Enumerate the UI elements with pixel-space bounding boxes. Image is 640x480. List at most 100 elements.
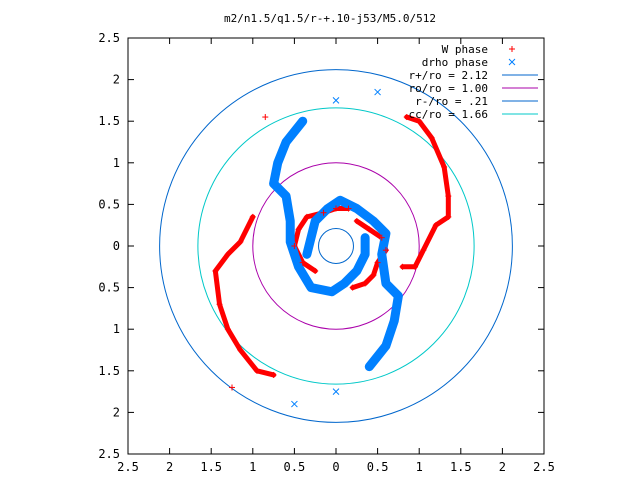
drho-phase-point [370, 217, 377, 225]
w-phase-curve [212, 214, 277, 378]
legend-label: ro/ro = 1.00 [409, 82, 488, 95]
y-tick-label: 2 [113, 405, 120, 419]
w-phase-point [262, 114, 269, 121]
drho-phase-point [311, 217, 319, 225]
radius-circles [159, 69, 513, 423]
y-tick-label: 1.5 [98, 114, 120, 128]
y-tick-label: 2 [113, 73, 120, 87]
radius-circle [252, 162, 420, 330]
w-phase-point [224, 326, 231, 333]
drho-phase-point [374, 88, 381, 96]
w-phase-point [428, 134, 435, 141]
drho-phase-point [282, 192, 290, 200]
drho-phase-point [332, 388, 340, 395]
drho-phase-point [353, 205, 361, 212]
radius-circle [318, 228, 354, 264]
x-tick-label: 0.5 [367, 460, 389, 474]
drho-phase-point [286, 217, 294, 225]
radius-circle [159, 69, 513, 423]
x-tick-label: 0 [332, 460, 339, 474]
w-phase-point [249, 213, 256, 220]
drho-phase-point [365, 363, 373, 370]
y-tick-label: 1 [113, 156, 120, 170]
x-tick-label: 1 [416, 460, 423, 474]
drho-phase-point [328, 288, 336, 296]
drho-phase-curve [302, 195, 403, 372]
y-tick-label: 0.5 [98, 197, 120, 211]
drho-phase-point [270, 180, 277, 187]
legend-label: r-/ro = .21 [415, 95, 488, 108]
w-phase-point [432, 222, 439, 229]
y-tick-label: 0 [113, 239, 120, 253]
drho-phase-point [361, 234, 369, 242]
x-tick-label: 2.5 [533, 460, 555, 474]
phase-points [212, 88, 452, 408]
w-phase-point [270, 371, 277, 378]
axis-ticks: 2.5 2 1.5 1 0.5 0 0.5 1 1.5 2 2.52.521.510.500.511… [98, 31, 555, 474]
w-phase-point [320, 209, 327, 216]
drho-phase-point [282, 138, 290, 146]
w-phase-point [295, 226, 302, 233]
w-phase-point [445, 213, 452, 220]
w-phase-curve [400, 114, 451, 270]
drho-phase-point [340, 280, 348, 287]
legend-label: W phase [442, 43, 488, 56]
w-phase-point [291, 243, 298, 249]
w-phase-point [229, 384, 235, 391]
w-phase-point [216, 301, 223, 308]
w-phase-point [237, 238, 244, 245]
legend-entry: cc/ro = 1.66 [409, 108, 538, 121]
drho-phase-point [295, 263, 302, 271]
w-phase-point [366, 226, 373, 233]
w-phase-point [412, 263, 419, 270]
drho-phase-point [307, 234, 315, 242]
drho-phase-point [382, 342, 390, 350]
drho-phase-point [299, 117, 307, 125]
w-phase-point [374, 259, 381, 266]
w-phase-point [399, 263, 406, 270]
w-phase-point [370, 272, 377, 279]
w-phase-point [378, 234, 385, 241]
y-tick-label: 1 [113, 322, 120, 336]
chart-title: m2/n1.5/q1.5/r-+.10-j53/M5.0/512 [224, 12, 436, 25]
legend-label: drho phase [422, 56, 488, 69]
w-phase-point [349, 284, 356, 291]
w-phase-point [312, 267, 319, 274]
drho-phase-point [395, 292, 402, 300]
w-phase-point [303, 213, 310, 220]
drho-phase-point [324, 205, 332, 212]
w-phase-point [253, 367, 260, 374]
w-phase-point [420, 247, 427, 254]
drho-phase-point [382, 280, 390, 287]
legend-entry: r+/ro = 2.12 [409, 69, 538, 82]
w-phase-point [345, 205, 352, 212]
x-tick-label: 2.5 [117, 460, 139, 474]
y-tick-label: 2.5 [98, 31, 120, 45]
w-phase-point [445, 193, 452, 200]
w-phase-point [403, 114, 410, 121]
drho-phase-point [274, 159, 282, 167]
x-tick-label: 2 [166, 460, 173, 474]
legend-label: cc/ro = 1.66 [409, 108, 488, 121]
x-tick-label: 0.5 [284, 460, 306, 474]
w-phase-point [382, 247, 389, 254]
phase-curves [212, 114, 451, 378]
w-phase-point [416, 118, 423, 125]
drho-phase-point [378, 250, 386, 258]
drho-phase-point [336, 196, 344, 204]
drho-phase-point [390, 317, 398, 325]
w-phase-point [212, 267, 219, 274]
w-phase-point [237, 347, 244, 353]
w-phase-point [362, 280, 369, 287]
w-phase-point [333, 205, 339, 212]
y-tick-label: 1.5 [98, 364, 120, 378]
legend-entry: drho phase [422, 56, 516, 69]
legend-entry: W phase [442, 43, 515, 56]
drho-phase-point [353, 267, 361, 275]
w-phase-point [441, 163, 448, 170]
legend-label: r+/ro = 2.12 [409, 69, 488, 82]
drho-phase-point [291, 400, 298, 408]
y-tick-label: 2.5 [98, 447, 120, 461]
